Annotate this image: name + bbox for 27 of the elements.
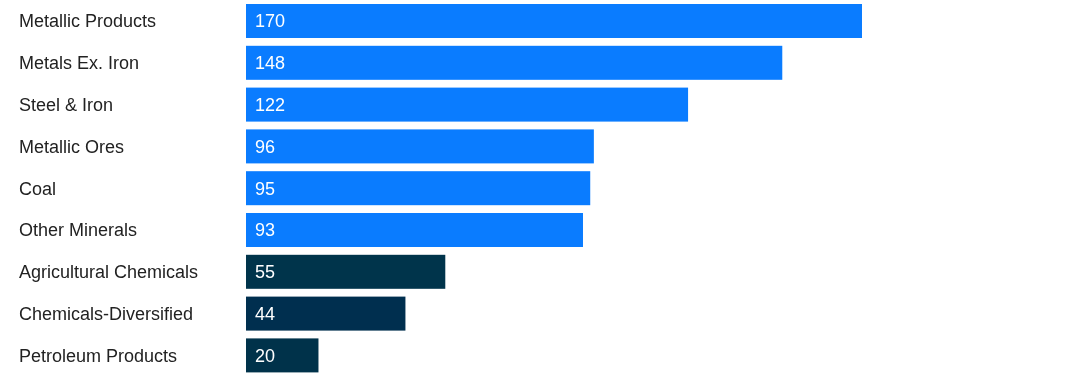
y-tick-label: Metals Ex. Iron — [19, 53, 140, 74]
bar — [246, 171, 591, 206]
y-tick-label: Chemicals-Diversified — [19, 303, 194, 324]
y-tick-label: Coal — [19, 178, 57, 199]
y-tick-label: Steel & Iron — [19, 94, 114, 115]
y-tick-label: Other Minerals — [19, 220, 138, 241]
bar — [246, 45, 783, 80]
bar — [246, 296, 406, 331]
data-label: 93 — [255, 220, 276, 241]
data-label: 55 — [255, 262, 276, 283]
bar — [246, 254, 446, 289]
y-tick-label: Petroleum Products — [19, 345, 178, 366]
data-label: 20 — [255, 345, 276, 366]
data-label: 170 — [255, 11, 286, 32]
data-label: 148 — [255, 53, 286, 74]
bar — [246, 213, 583, 247]
y-tick-label: Agricultural Chemicals — [19, 262, 199, 283]
y-tick-label: Metallic Ores — [19, 136, 125, 157]
y-tick-label: Metallic Products — [19, 11, 157, 32]
bar — [246, 338, 319, 373]
bar — [246, 129, 594, 164]
data-label: 96 — [255, 136, 276, 157]
bar — [246, 87, 689, 122]
data-label: 122 — [255, 94, 286, 115]
data-label: 95 — [255, 178, 276, 199]
bar — [246, 4, 862, 38]
data-label: 44 — [255, 303, 276, 324]
